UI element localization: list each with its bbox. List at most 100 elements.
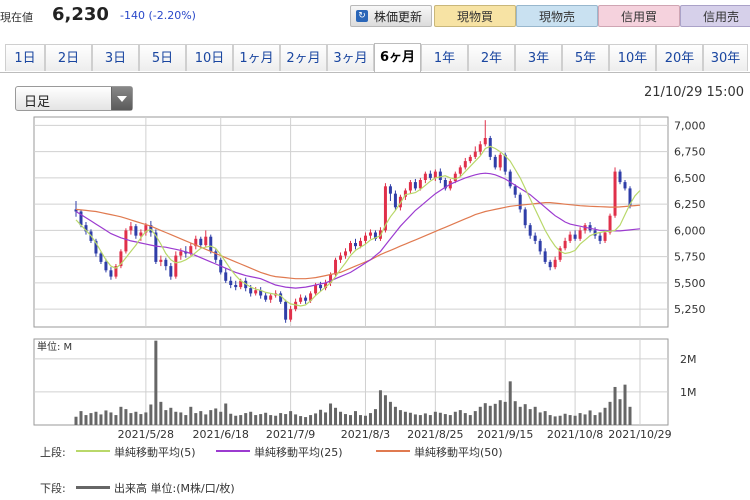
candle-body <box>438 171 442 180</box>
candle-body <box>214 251 218 260</box>
candle-body <box>234 285 238 288</box>
spot-sell-button[interactable]: 現物売 <box>516 5 598 27</box>
volume-bar <box>79 411 83 425</box>
candle-body <box>129 226 133 231</box>
candle-body <box>99 253 103 262</box>
volume-bar <box>518 406 522 425</box>
tab-7[interactable]: 3ヶ月 <box>327 44 374 71</box>
volume-bar <box>413 414 417 425</box>
candle-body <box>443 180 447 189</box>
volume-bar <box>593 415 597 425</box>
x-tick-label: 2021/5/28 <box>118 428 174 441</box>
candle-body <box>114 266 118 277</box>
candle-body <box>334 259 338 275</box>
volume-bar <box>234 415 238 425</box>
price-tick-label: 6,250 <box>674 198 706 211</box>
candle-body <box>339 255 343 260</box>
chevron-down-icon[interactable] <box>111 87 132 110</box>
price-tick-label: 6,500 <box>674 172 706 185</box>
price-panel <box>33 116 669 328</box>
tab-10[interactable]: 2年 <box>468 44 515 71</box>
volume-bar <box>583 414 587 425</box>
candle-body <box>373 232 377 239</box>
tab-4[interactable]: 10日 <box>186 44 233 71</box>
candle-body <box>383 186 387 231</box>
candle-body <box>199 238 203 246</box>
volume-bar <box>453 411 457 425</box>
refresh-button-label: 株価更新 <box>373 10 422 24</box>
tab-8[interactable]: 6ヶ月 <box>374 43 421 72</box>
interval-select[interactable]: 日足 <box>15 86 133 111</box>
legend-upper-label: 上段: <box>40 446 66 459</box>
candle-body <box>463 161 467 168</box>
volume-bar <box>628 406 632 425</box>
volume-swatch <box>76 486 110 489</box>
volume-bar <box>224 403 228 425</box>
tab-3[interactable]: 5日 <box>139 44 186 71</box>
volume-bar <box>503 401 507 425</box>
candle-body <box>259 290 263 296</box>
tab-13[interactable]: 10年 <box>609 44 656 71</box>
volume-bar <box>164 410 168 425</box>
volume-bar <box>299 416 303 425</box>
candle-body <box>408 182 412 191</box>
ma5-swatch <box>76 450 110 452</box>
candle-body <box>418 180 422 189</box>
volume-bar <box>403 411 407 425</box>
volume-bar <box>358 415 362 425</box>
candle-body <box>254 290 258 294</box>
ma50-line <box>75 202 641 280</box>
spot-buy-button[interactable]: 現物買 <box>434 5 516 27</box>
volume-bar <box>319 409 323 425</box>
candle-body <box>538 240 542 252</box>
refresh-price-button[interactable]: ↻ 株価更新 <box>350 5 432 27</box>
candle-body <box>523 209 527 226</box>
tab-9[interactable]: 1年 <box>421 44 468 71</box>
volume-bar <box>329 403 333 425</box>
price-tick-label: 6,000 <box>674 224 706 237</box>
candle-body <box>403 190 407 197</box>
candle-body <box>224 272 228 281</box>
candle-body <box>543 251 547 262</box>
tab-11[interactable]: 3年 <box>515 44 562 71</box>
refresh-icon: ↻ <box>356 10 368 22</box>
volume-bar <box>294 414 298 425</box>
volume-bar <box>383 395 387 425</box>
candle-body <box>498 154 502 168</box>
tab-5[interactable]: 1ヶ月 <box>233 44 280 71</box>
volume-bar <box>219 411 223 425</box>
candle-body <box>363 235 367 241</box>
credit-buy-button[interactable]: 信用買 <box>598 5 680 27</box>
volume-bar <box>114 415 118 425</box>
tab-0[interactable]: 1日 <box>5 44 45 71</box>
legend-upper: 上段: 単純移動平均(5) 単純移動平均(25) 単純移動平均(50) <box>28 444 668 464</box>
candle-body <box>304 297 308 301</box>
volume-bar <box>418 415 422 425</box>
tab-6[interactable]: 2ヶ月 <box>280 44 327 71</box>
candle-body <box>284 301 288 320</box>
tab-2[interactable]: 3日 <box>92 44 139 71</box>
volume-bar <box>463 413 467 425</box>
volume-bar <box>483 403 487 425</box>
volume-bar <box>363 415 367 425</box>
volume-bar <box>488 405 492 425</box>
volume-bar <box>543 411 547 425</box>
candle-body <box>613 171 617 216</box>
volume-bar <box>159 401 163 425</box>
candle-body <box>563 240 567 249</box>
volume-bar <box>89 413 93 425</box>
candle-body <box>488 138 492 157</box>
volume-bar <box>353 411 357 425</box>
credit-sell-button[interactable]: 信用売 <box>680 5 750 27</box>
period-tabs: 1日 2日 3日 5日 10日 1ヶ月 2ヶ月 3ヶ月 6ヶ月 1年 2年 3年 5年 10年 20年 30年 <box>0 40 750 73</box>
volume-bar <box>184 415 188 425</box>
volume-bar <box>239 415 243 425</box>
tab-1[interactable]: 2日 <box>45 44 92 71</box>
tab-14[interactable]: 20年 <box>656 44 703 71</box>
x-tick-label: 2021/9/15 <box>477 428 533 441</box>
candle-body <box>164 259 168 267</box>
tab-15[interactable]: 30年 <box>703 44 748 71</box>
chart-datetime: 21/10/29 15:00 <box>644 85 744 100</box>
volume-bar <box>618 399 622 425</box>
tab-12[interactable]: 5年 <box>562 44 609 71</box>
